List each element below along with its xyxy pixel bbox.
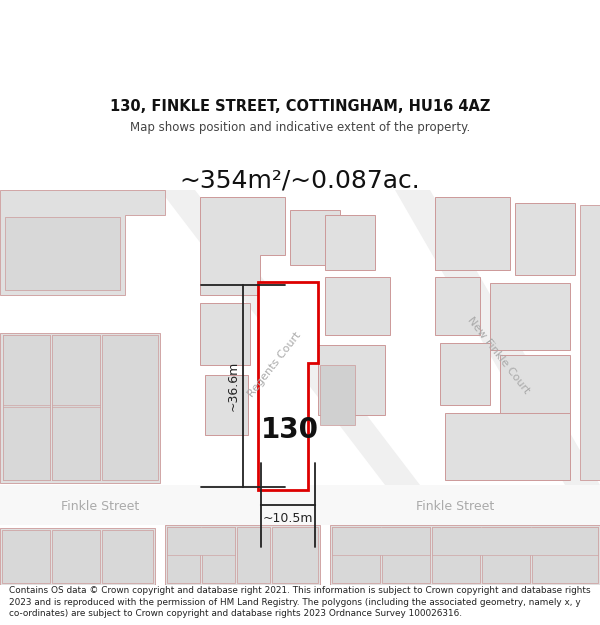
Polygon shape (102, 530, 153, 583)
Polygon shape (325, 215, 375, 270)
Polygon shape (272, 527, 318, 583)
Polygon shape (445, 413, 570, 480)
Polygon shape (435, 277, 480, 335)
Polygon shape (0, 333, 160, 483)
Text: New Finkle Court: New Finkle Court (465, 315, 531, 395)
Polygon shape (382, 527, 430, 583)
Polygon shape (395, 190, 600, 485)
Polygon shape (5, 217, 120, 290)
Polygon shape (52, 335, 100, 480)
Polygon shape (490, 283, 570, 350)
Polygon shape (52, 530, 100, 583)
Polygon shape (200, 197, 285, 295)
Polygon shape (200, 303, 250, 365)
Polygon shape (580, 205, 600, 480)
Polygon shape (258, 282, 318, 490)
Text: 130, FINKLE STREET, COTTINGHAM, HU16 4AZ: 130, FINKLE STREET, COTTINGHAM, HU16 4AZ (110, 99, 490, 114)
Text: Regents Court: Regents Court (247, 331, 304, 399)
Polygon shape (52, 407, 100, 480)
Polygon shape (435, 197, 510, 270)
Polygon shape (482, 527, 530, 583)
Polygon shape (432, 527, 598, 555)
Polygon shape (237, 527, 270, 583)
Text: 130: 130 (261, 416, 319, 444)
Polygon shape (325, 277, 390, 335)
Text: ~354m²/~0.087ac.: ~354m²/~0.087ac. (179, 168, 421, 192)
Polygon shape (3, 335, 50, 480)
Polygon shape (167, 527, 200, 583)
Polygon shape (290, 210, 340, 265)
Polygon shape (0, 190, 165, 295)
Text: Finkle Street: Finkle Street (416, 501, 494, 514)
Polygon shape (332, 527, 430, 555)
Polygon shape (440, 343, 490, 405)
Text: ~36.6m: ~36.6m (227, 361, 239, 411)
Text: Map shows position and indicative extent of the property.: Map shows position and indicative extent… (130, 121, 470, 134)
Polygon shape (432, 527, 480, 583)
Polygon shape (515, 203, 575, 275)
Polygon shape (332, 527, 380, 583)
Text: Contains OS data © Crown copyright and database right 2021. This information is : Contains OS data © Crown copyright and d… (9, 586, 590, 618)
Polygon shape (318, 345, 385, 415)
Polygon shape (165, 525, 320, 585)
Polygon shape (532, 527, 598, 583)
Text: ~10.5m: ~10.5m (263, 511, 313, 524)
Text: Finkle Street: Finkle Street (61, 501, 139, 514)
Polygon shape (52, 335, 100, 405)
Polygon shape (0, 528, 155, 585)
Polygon shape (160, 190, 420, 485)
Polygon shape (500, 355, 570, 420)
Polygon shape (202, 527, 235, 583)
Polygon shape (2, 530, 50, 583)
Polygon shape (205, 375, 248, 435)
Polygon shape (3, 407, 50, 480)
Polygon shape (167, 527, 235, 555)
Polygon shape (320, 365, 355, 425)
Polygon shape (330, 525, 600, 585)
Polygon shape (102, 335, 158, 480)
Bar (0, 485, 600, 525)
Polygon shape (3, 335, 50, 405)
